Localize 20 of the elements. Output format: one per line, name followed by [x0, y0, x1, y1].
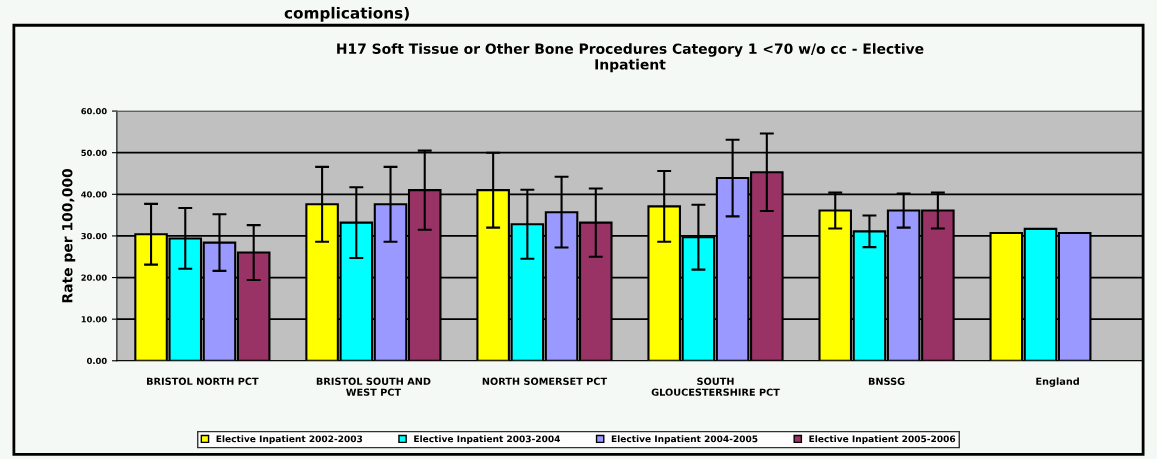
x-tick-label: BRISTOL NORTH PCT	[147, 377, 259, 385]
legend-label: Elective Inpatient 2003-2004	[414, 435, 561, 444]
x-tick-label: England	[1036, 377, 1079, 387]
legend-label: Elective Inpatient 2004-2005	[611, 435, 758, 444]
chart-title: H17 Soft Tissue or Other Bone Procedures Category 1 <70 w/o cc - Elective Inpatient	[337, 43, 924, 73]
y-tick-label: 0.00	[86, 357, 107, 365]
legend-label: Elective Inpatient 2002-2003	[216, 435, 363, 444]
text: complications)	[284, 6, 409, 22]
legend-label: Elective Inpatient 2005-2006	[809, 435, 956, 444]
x-tick-label: SOUTH GLOUCESTERSHIRE PCT	[651, 377, 780, 396]
x-tick-label: BRISTOL SOUTH AND WEST PCT	[316, 377, 431, 396]
y-tick-label: 20.00	[81, 274, 107, 281]
y-tick-label: 50.00	[81, 149, 107, 156]
x-tick-label: BNSSG	[868, 377, 905, 385]
y-tick-label: 60.00	[81, 108, 107, 115]
x-tick-label: NORTH SOMERSET PCT	[482, 377, 608, 385]
y-tick-label: 40.00	[81, 191, 107, 198]
y-axis-title: Rate per 100,000	[62, 168, 76, 303]
y-tick-label: 30.00	[81, 232, 107, 240]
y-tick-label: 10.00	[81, 316, 107, 323]
